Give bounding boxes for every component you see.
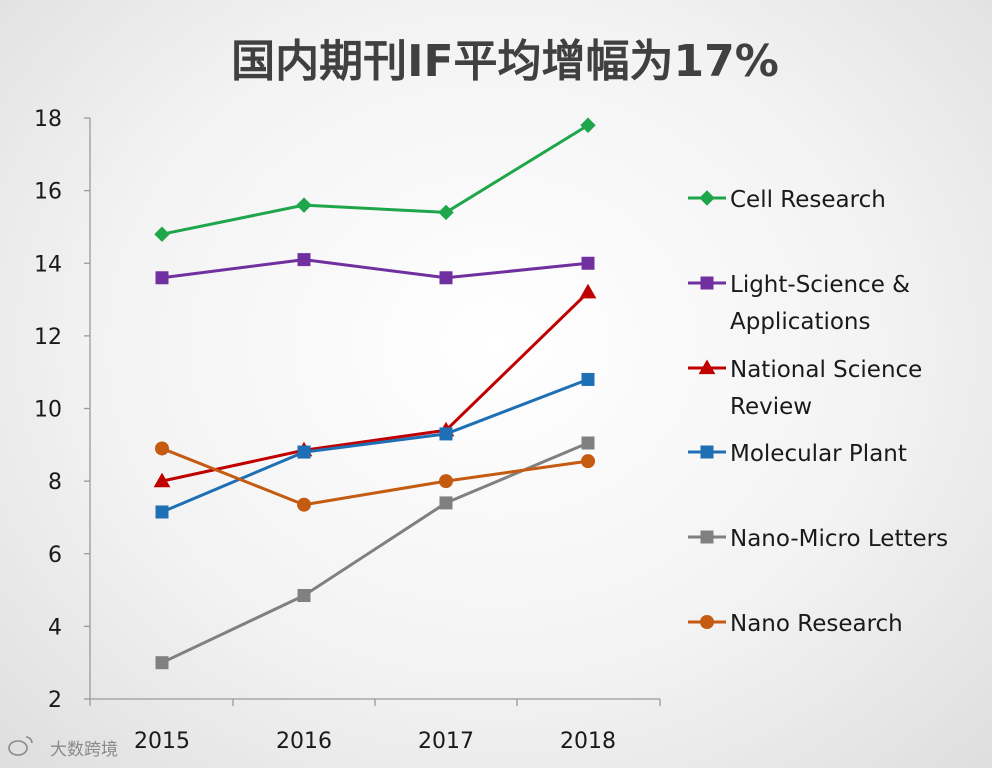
legend-marker [699,190,715,206]
watermark-text: 大数跨境 [50,740,118,760]
series-layer [153,117,597,670]
series-national-science-review [153,283,597,488]
data-point [439,271,453,285]
legend: Cell Research Light-Science & Applications… [688,187,948,637]
legend-item: Molecular Plant [688,441,907,467]
y-tick-label: 14 [34,252,62,277]
data-point [581,256,595,270]
series-line [161,447,589,507]
data-point [297,253,311,267]
data-point [581,454,595,469]
x-tick-label: 2016 [276,729,332,754]
legend-item: Nano-Micro Letters [688,526,948,552]
legend-item: Light-Science & Applications [688,272,910,335]
data-point [439,427,453,441]
legend-item: Nano Research [688,611,903,637]
y-tick-label: 10 [34,398,62,423]
legend-marker [700,530,714,544]
data-point [155,656,169,670]
y-tick-label: 6 [48,543,62,568]
legend-label: Applications [730,309,871,335]
legend-label: Review [730,394,812,420]
y-tick-label: 12 [34,325,62,350]
series-line [161,441,589,665]
data-point [297,497,311,512]
legend-marker [700,445,714,459]
series-nano-research [155,441,595,512]
x-tick-label: 2015 [134,729,190,754]
y-tick-label: 18 [34,107,62,132]
chart-title: 国内期刊IF平均增幅为17% [231,36,779,87]
y-tick-label: 4 [48,615,62,640]
legend-item: National Science Review [688,357,922,420]
data-point [155,441,169,456]
legend-label: Nano Research [730,611,903,637]
data-point [579,283,597,299]
data-point [153,472,171,488]
data-point [297,589,311,603]
data-point [155,271,169,285]
legend-marker [700,615,714,629]
data-point [439,496,453,510]
legend-label: Light-Science & [730,272,910,298]
x-tick-label: 2017 [418,729,474,754]
data-point [580,117,596,133]
data-point [438,204,454,221]
data-point [581,372,595,386]
series-light-science-applications [155,253,595,285]
data-point [581,436,595,450]
series-line [161,291,590,483]
y-tick-label: 8 [48,470,62,495]
legend-label: Cell Research [730,187,886,213]
x-tick-label: 2018 [560,729,616,754]
series-nano-micro-letters [155,436,595,670]
data-point [154,226,170,242]
y-tick-label: 2 [48,688,62,713]
series-line [161,258,589,280]
watermark: 大数跨境 [8,736,118,760]
legend-label: National Science [730,357,922,383]
series-line [161,123,589,236]
data-point [155,505,169,519]
axes: 2 4 6 8 10 12 14 16 18 2015 2016 2017 2018 [34,107,661,754]
legend-label: Nano-Micro Letters [730,526,948,552]
series-molecular-plant [155,372,595,519]
weibo-icon [8,736,33,756]
series-cell-research [154,117,596,242]
y-tick-label: 16 [34,180,62,205]
legend-marker [700,276,714,290]
data-point [297,445,311,459]
legend-item: Cell Research [688,187,886,213]
data-point [296,197,312,213]
data-point [439,474,453,489]
legend-label: Molecular Plant [730,441,907,467]
legend-marker [698,359,716,375]
series-line [161,378,589,514]
